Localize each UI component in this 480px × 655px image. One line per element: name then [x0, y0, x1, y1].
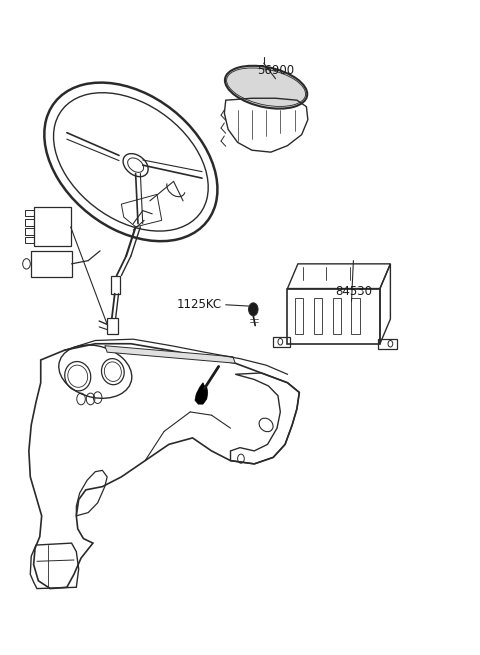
Polygon shape: [105, 346, 235, 364]
Ellipse shape: [225, 66, 307, 109]
Text: 56900: 56900: [257, 64, 294, 77]
Text: 1125KC: 1125KC: [177, 298, 222, 311]
Polygon shape: [195, 383, 208, 404]
Circle shape: [249, 303, 258, 316]
Text: 84530: 84530: [336, 286, 372, 298]
